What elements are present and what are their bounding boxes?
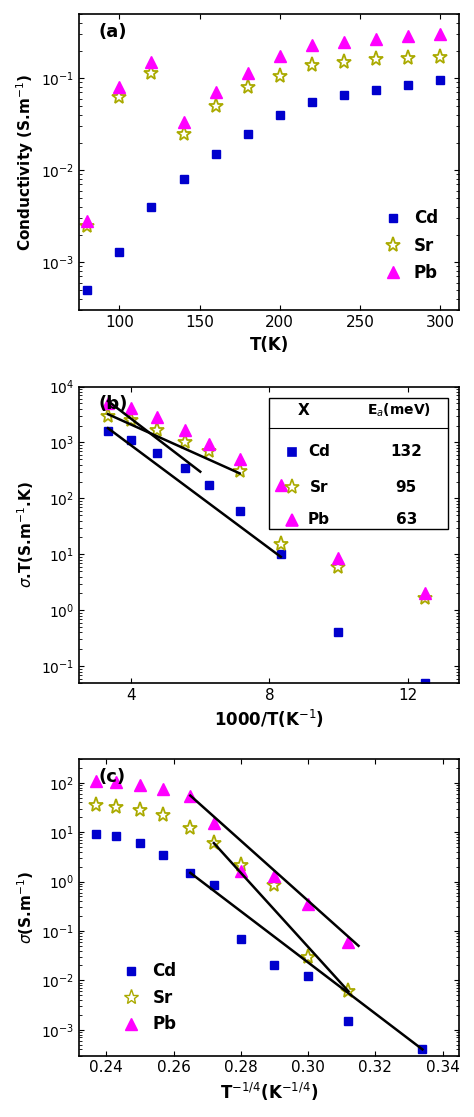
Sr (373, 52, 379, 66)
Text: X: X (298, 403, 310, 418)
Text: (c): (c) (98, 768, 126, 786)
Pb (245, 66, 251, 79)
Cd (181, 172, 186, 185)
Sr (181, 127, 186, 141)
Cd (309, 95, 315, 108)
Sr (405, 51, 411, 65)
Line: Cd: Cd (83, 76, 444, 294)
Text: 132: 132 (390, 445, 422, 459)
Text: Cd: Cd (308, 445, 330, 459)
Cd (84, 284, 90, 297)
Pb (117, 80, 122, 94)
Cd (341, 88, 347, 102)
Y-axis label: Conductivity (S.m$^{-1}$): Conductivity (S.m$^{-1}$) (14, 74, 36, 250)
Sr (149, 66, 155, 79)
X-axis label: T(K): T(K) (250, 336, 289, 354)
Pb (277, 49, 283, 63)
Pb (373, 31, 379, 45)
Pb (309, 38, 315, 51)
Text: E$_a$(meV): E$_a$(meV) (366, 401, 431, 419)
Pb (405, 29, 411, 42)
Cd (149, 200, 155, 213)
Line: Pb: Pb (82, 29, 446, 227)
Bar (269, 399, 448, 528)
Line: Sr: Sr (80, 49, 448, 233)
Cd (438, 74, 443, 87)
Legend: Cd, Sr, Pb: Cd, Sr, Pb (110, 956, 183, 1039)
Pb (181, 116, 186, 130)
Pb (149, 56, 155, 69)
Sr (309, 58, 315, 71)
Sr (438, 50, 443, 64)
Cd (405, 78, 411, 92)
Cd (245, 127, 251, 141)
Pb (213, 86, 219, 99)
Sr (245, 80, 251, 94)
Text: 95: 95 (396, 480, 417, 495)
Sr (213, 99, 219, 113)
Text: Pb: Pb (308, 513, 330, 527)
X-axis label: T$^{-1/4}$(K$^{-1/4}$): T$^{-1/4}$(K$^{-1/4}$) (220, 1081, 319, 1104)
Legend: Cd, Sr, Pb: Cd, Sr, Pb (371, 203, 444, 288)
Pb (438, 28, 443, 41)
Text: 63: 63 (395, 513, 417, 527)
Cd (117, 245, 122, 258)
Cd (213, 147, 219, 161)
Text: Sr: Sr (310, 480, 328, 495)
Y-axis label: $\sigma$(S.m$^{-1}$): $\sigma$(S.m$^{-1}$) (15, 871, 36, 944)
Sr (341, 56, 347, 69)
Sr (277, 69, 283, 83)
Text: (b): (b) (98, 395, 128, 413)
X-axis label: 1000/T(K$^{-1}$): 1000/T(K$^{-1}$) (214, 708, 324, 731)
Pb (341, 35, 347, 48)
Sr (117, 90, 122, 104)
Text: (a): (a) (98, 22, 127, 41)
Cd (373, 83, 379, 96)
Y-axis label: $\sigma$.T(S.m$^{-1}$.K): $\sigma$.T(S.m$^{-1}$.K) (15, 481, 36, 589)
Pb (84, 214, 90, 228)
Cd (277, 108, 283, 122)
Sr (84, 219, 90, 232)
